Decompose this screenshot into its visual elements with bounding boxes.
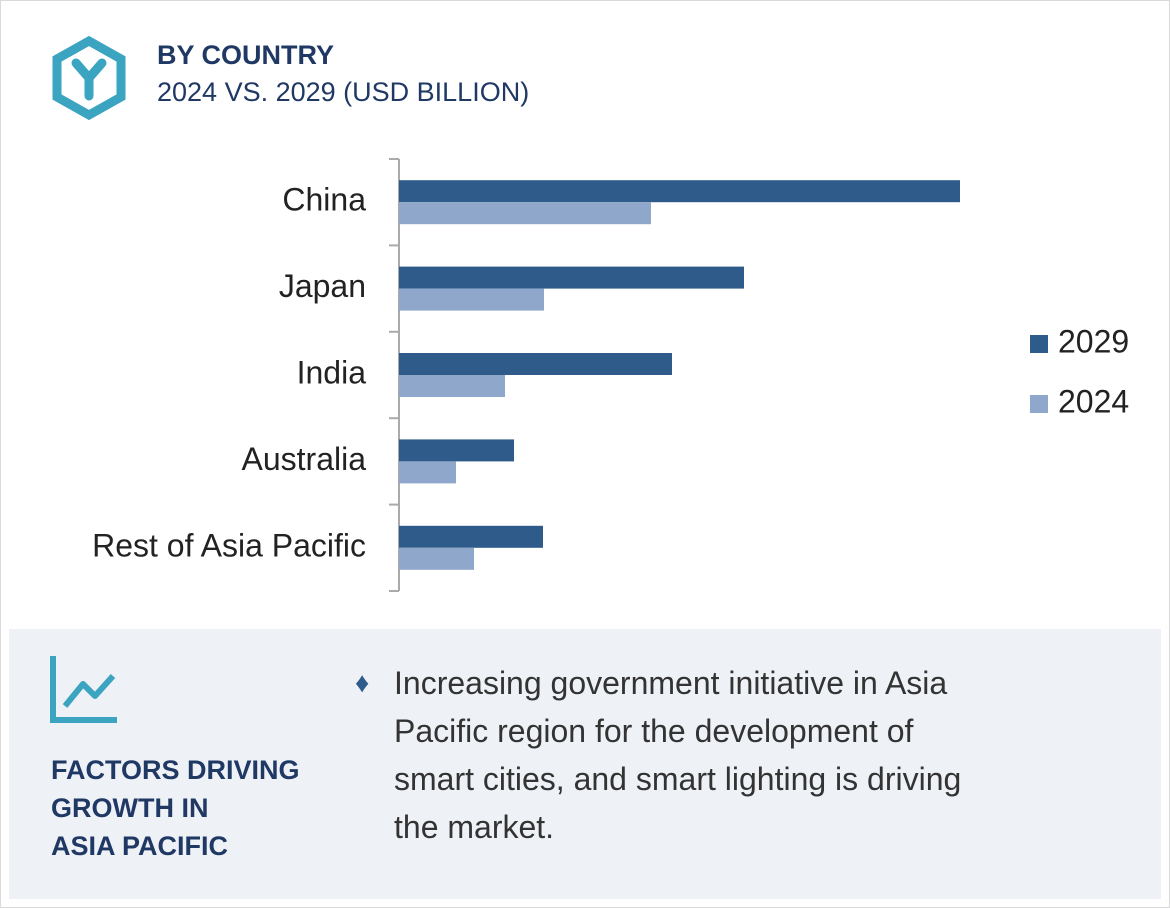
bar	[399, 525, 543, 548]
factors-list: Increasing government initiative in Asia…	[349, 659, 989, 851]
chart-subtitle: 2024 VS. 2029 (USD BILLION)	[157, 77, 529, 107]
growth-icon	[50, 656, 117, 723]
bar	[399, 461, 456, 484]
legend-label: 2029	[1058, 323, 1129, 359]
factors-heading-line: ASIA PACIFIC	[51, 831, 229, 861]
bar	[399, 180, 960, 203]
bar	[399, 375, 505, 397]
category-label: India	[297, 354, 367, 390]
chart: BY COUNTRY 2024 VS. 2029 (USD BILLION) C…	[52, 35, 1129, 592]
chart-title: BY COUNTRY	[157, 40, 334, 70]
category-label: China	[282, 182, 366, 218]
bar	[399, 439, 514, 462]
legend-label: 2024	[1058, 383, 1129, 419]
legend-swatch	[1030, 395, 1048, 413]
bar	[399, 288, 544, 311]
category-label: Rest of Asia Pacific	[92, 527, 366, 563]
category-label: Japan	[279, 268, 366, 304]
hex-icon	[52, 35, 126, 121]
category-label: Australia	[242, 441, 367, 477]
bar	[399, 547, 474, 570]
factor-point: Increasing government initiative in Asia…	[349, 659, 989, 851]
factors-heading-line: FACTORS DRIVING	[51, 755, 300, 785]
legend-swatch	[1030, 335, 1048, 353]
factors-heading-line: GROWTH IN	[51, 793, 209, 823]
bar	[399, 353, 672, 375]
bar	[399, 266, 744, 289]
bar	[399, 202, 651, 225]
factors-panel: FACTORS DRIVING GROWTH IN ASIA PACIFIC Inc…	[9, 629, 1161, 899]
